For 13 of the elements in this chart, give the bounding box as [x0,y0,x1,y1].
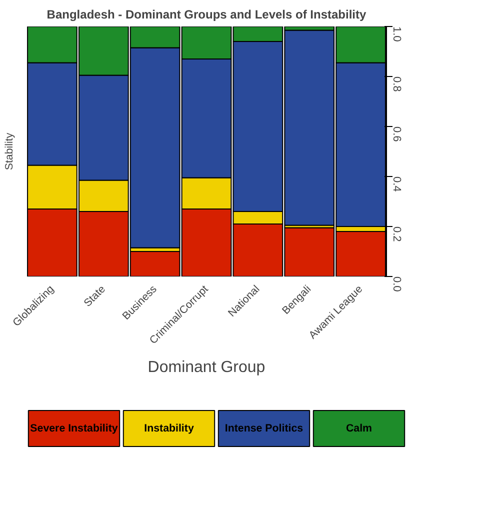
text: Intense Politics [224,422,304,434]
y-tick-label: 1.0 [390,26,402,42]
x-axis-title: Dominant Group [148,358,266,376]
y-tick-label: 0.6 [390,126,402,142]
y-tick-label: 0.8 [390,76,402,92]
y-tick-label: 0.0 [390,276,402,292]
y-tick-label: 0.4 [390,176,402,192]
chart-title: Bangladesh - Dominant Groups and Levels of Instability [46,8,367,22]
y-axis-title: Stability [4,132,16,170]
text: Severe Instability [30,422,118,434]
y-tick-label: 0.2 [390,226,402,242]
text: Calm [346,422,372,434]
text: Instability [144,422,194,434]
